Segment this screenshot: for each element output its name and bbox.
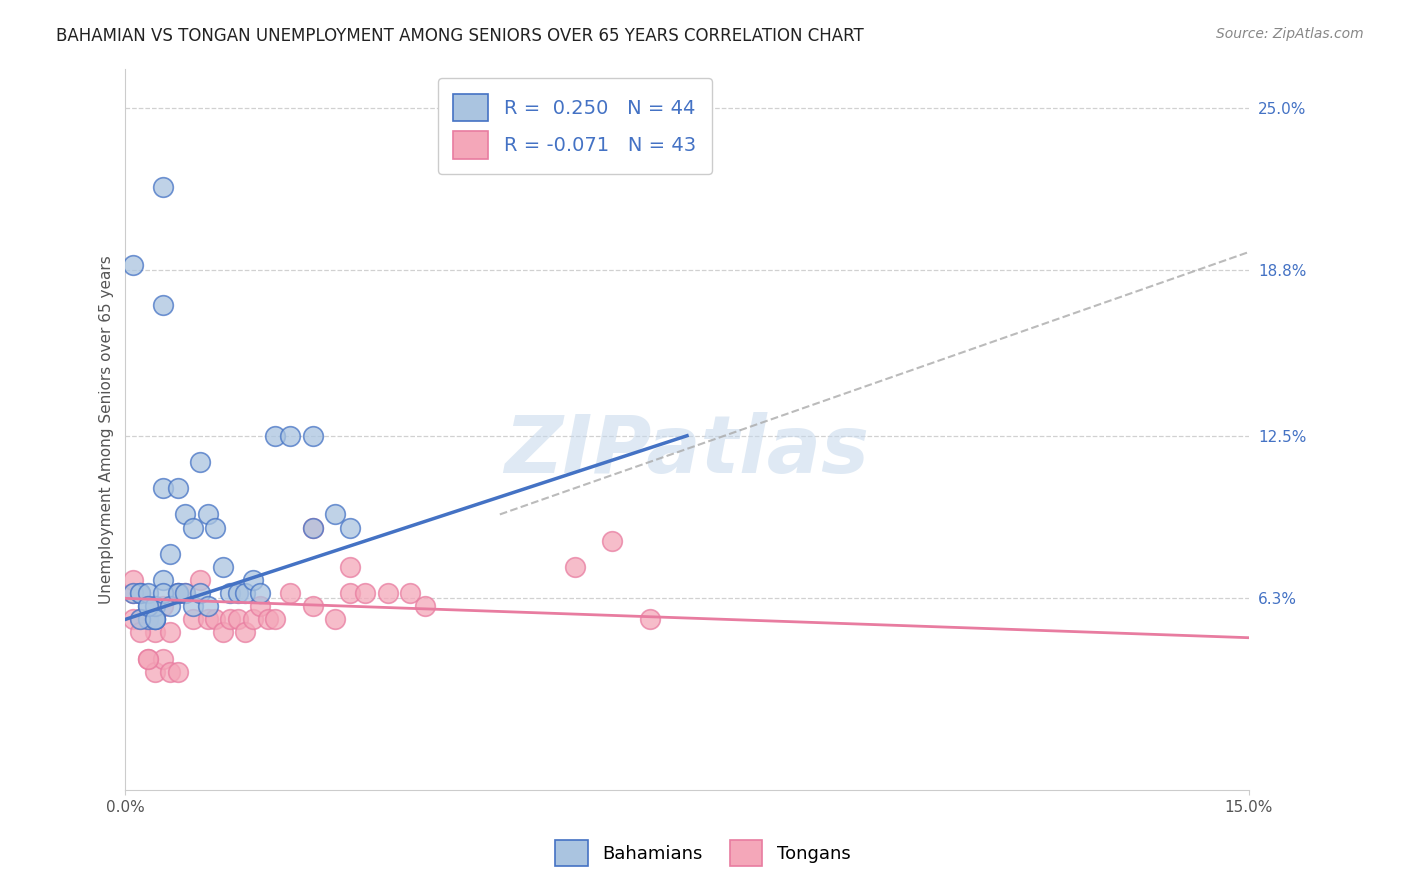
Point <box>600 533 623 548</box>
Point <box>323 508 346 522</box>
Point <box>197 599 219 614</box>
Point <box>145 612 167 626</box>
Point <box>136 651 159 665</box>
Point <box>323 612 346 626</box>
Point <box>226 612 249 626</box>
Point <box>256 612 278 626</box>
Point <box>129 612 152 626</box>
Point <box>197 612 219 626</box>
Point <box>301 428 323 442</box>
Legend: R =  0.250   N = 44, R = -0.071   N = 43: R = 0.250 N = 44, R = -0.071 N = 43 <box>437 78 711 174</box>
Point <box>181 599 204 614</box>
Point <box>136 586 159 600</box>
Point <box>122 573 145 587</box>
Point <box>233 625 256 640</box>
Point <box>129 612 152 626</box>
Point <box>167 665 190 679</box>
Point <box>152 573 174 587</box>
Point <box>122 586 145 600</box>
Point <box>129 586 152 600</box>
Point <box>152 599 174 614</box>
Point <box>152 179 174 194</box>
Point <box>136 599 159 614</box>
Point <box>159 547 181 561</box>
Point <box>264 428 287 442</box>
Text: Source: ZipAtlas.com: Source: ZipAtlas.com <box>1216 27 1364 41</box>
Point <box>145 612 167 626</box>
Point <box>174 586 197 600</box>
Point <box>204 612 226 626</box>
Point <box>226 586 249 600</box>
Point <box>264 612 287 626</box>
Point <box>159 599 181 614</box>
Point <box>249 586 271 600</box>
Point <box>159 625 181 640</box>
Point <box>167 586 190 600</box>
Point <box>301 520 323 534</box>
Point <box>159 665 181 679</box>
Point <box>167 586 190 600</box>
Point <box>152 586 174 600</box>
Point <box>188 586 211 600</box>
Point <box>145 665 167 679</box>
Point <box>249 599 271 614</box>
Point <box>339 586 361 600</box>
Point <box>136 599 159 614</box>
Point <box>167 586 190 600</box>
Point <box>152 651 174 665</box>
Point <box>413 599 436 614</box>
Point <box>377 586 399 600</box>
Point <box>638 612 661 626</box>
Point <box>152 297 174 311</box>
Point <box>204 520 226 534</box>
Point <box>129 625 152 640</box>
Point <box>145 625 167 640</box>
Point <box>278 586 301 600</box>
Point <box>219 612 242 626</box>
Point <box>339 560 361 574</box>
Point <box>136 612 159 626</box>
Point <box>145 599 167 614</box>
Legend: Bahamians, Tongans: Bahamians, Tongans <box>543 828 863 879</box>
Point <box>211 625 233 640</box>
Point <box>181 520 204 534</box>
Point <box>242 573 264 587</box>
Point <box>188 455 211 469</box>
Point <box>129 586 152 600</box>
Point <box>564 560 586 574</box>
Point <box>136 651 159 665</box>
Point <box>145 612 167 626</box>
Point <box>354 586 377 600</box>
Point <box>219 586 242 600</box>
Point <box>122 586 145 600</box>
Y-axis label: Unemployment Among Seniors over 65 years: Unemployment Among Seniors over 65 years <box>100 255 114 604</box>
Point <box>174 508 197 522</box>
Point <box>174 586 197 600</box>
Point <box>122 612 145 626</box>
Point <box>188 573 211 587</box>
Text: BAHAMIAN VS TONGAN UNEMPLOYMENT AMONG SENIORS OVER 65 YEARS CORRELATION CHART: BAHAMIAN VS TONGAN UNEMPLOYMENT AMONG SE… <box>56 27 865 45</box>
Point <box>301 520 323 534</box>
Point <box>301 599 323 614</box>
Point <box>339 520 361 534</box>
Point <box>211 560 233 574</box>
Point <box>278 428 301 442</box>
Point <box>197 508 219 522</box>
Text: ZIPatlas: ZIPatlas <box>505 412 869 490</box>
Point <box>129 586 152 600</box>
Point <box>233 586 256 600</box>
Point <box>181 612 204 626</box>
Point <box>122 258 145 272</box>
Point <box>152 481 174 495</box>
Point <box>399 586 422 600</box>
Point <box>167 481 190 495</box>
Point <box>136 612 159 626</box>
Point <box>242 612 264 626</box>
